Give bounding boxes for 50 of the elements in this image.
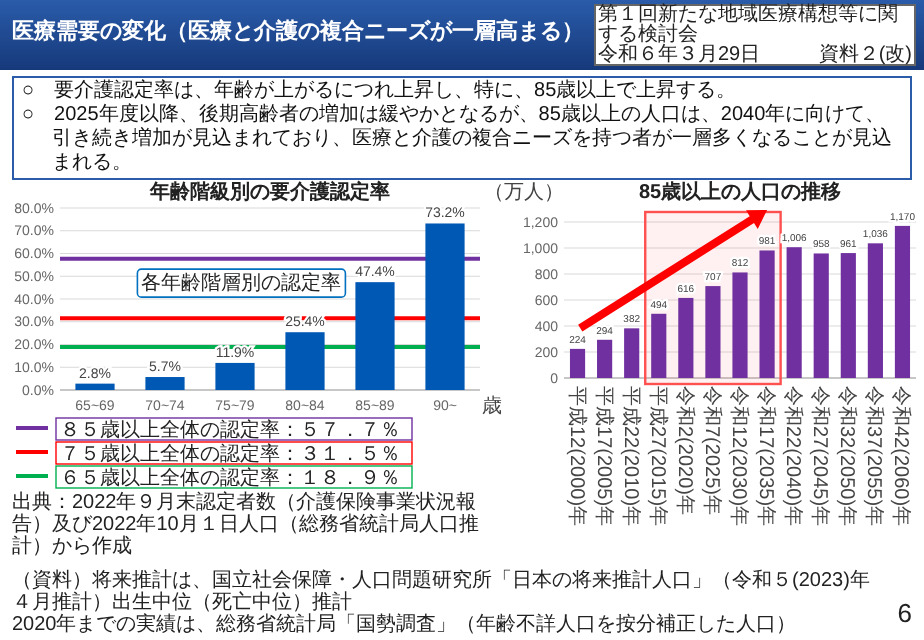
bar [894, 225, 911, 378]
legend-label: ８５歳以上全体の認定率：５７．７％ [60, 418, 400, 442]
text: ○ 2025年度以降、後期高齢者の増加は緩やかとなるが、85歳以上の人口は、2040年に向けて、引き続き増加が見込まれており、医療と介護の複合ニーズを持つ者が一層多くなることが見込まれる。 [22, 104, 894, 176]
x-tick-label: 令和2(2020)年 [672, 386, 697, 515]
text: （資料）将来推計は、国立社会保障・人口問題研究所「日本の将来推計人口」（令和５(2023)年４月推計）出生中位（死亡中位）推計 [12, 570, 872, 614]
x-axis-title: 歳 [482, 394, 502, 418]
x-tick-label: 令和37(2055)年 [862, 386, 887, 527]
x-tick-label: 令和32(2050)年 [835, 386, 860, 527]
bar [597, 339, 613, 378]
x-tick-label: 令和7(2025)年 [699, 386, 724, 515]
x-tick-label: 令和22(2040)年 [781, 386, 806, 527]
text: 令和６年３月29日 [598, 44, 761, 66]
x-tick-label: 平成27(2015)年 [645, 386, 670, 527]
x-tick-label: 平成12(2000)年 [564, 386, 589, 527]
annotation: 各年齢階層別の認定率 [141, 271, 342, 296]
x-tick-label: 令和17(2035)年 [754, 386, 779, 527]
x-tick-label: 令和12(2030)年 [727, 386, 751, 527]
bar [705, 286, 721, 378]
text: 2020年までの実績は、総務省統計局「国勢調査」（年齢不詳人口を按分補正した人口） [12, 614, 799, 636]
bar [840, 253, 856, 378]
source-note: 出典：2022年９月末認定者数（介護保険事業状況報告）及び2022年10月１日人口（総務省統計局人口推計）から作成 [12, 492, 481, 558]
chart-title: 年齢階級別の要介護認定率 [148, 180, 390, 204]
bar [425, 223, 465, 390]
text: 資料２(改) [818, 44, 912, 66]
text: 医療需要の変化（医療と介護の複合ニーズが一層高まる） [12, 20, 584, 46]
bar [759, 250, 775, 378]
bar [678, 297, 694, 378]
bar [786, 247, 802, 378]
bar [75, 383, 115, 390]
bar [732, 272, 748, 378]
x-tick-label: 令和27(2045)年 [808, 386, 833, 527]
bar [569, 348, 586, 378]
bar [651, 313, 667, 378]
x-tick-label: 令和42(2060)年 [889, 386, 914, 527]
text: 第１回新たな地域医療構想等に関する検討会 [598, 4, 898, 46]
bar [355, 282, 395, 390]
bar [145, 377, 185, 390]
x-tick-label: 平成22(2010)年 [618, 386, 643, 527]
chart-title: 85歳以上の人口の推移 [638, 180, 842, 204]
legend-label: ６５歳以上全体の認定率：１８．９％ [60, 466, 400, 490]
legend-label: ７５歳以上全体の認定率：３１．５％ [60, 442, 400, 466]
bar [624, 328, 640, 378]
x-tick-label: 平成17(2005)年 [591, 386, 616, 527]
bar [285, 332, 325, 390]
bar [867, 243, 883, 378]
text: ○ 要介護認定率は、年齢が上がるにつれ上昇し、特に、85歳以上で上昇する。 [22, 80, 739, 103]
bar [813, 253, 829, 378]
y-axis-title: （万人） [484, 182, 564, 204]
bar [215, 362, 255, 390]
text: 6 [897, 598, 912, 628]
